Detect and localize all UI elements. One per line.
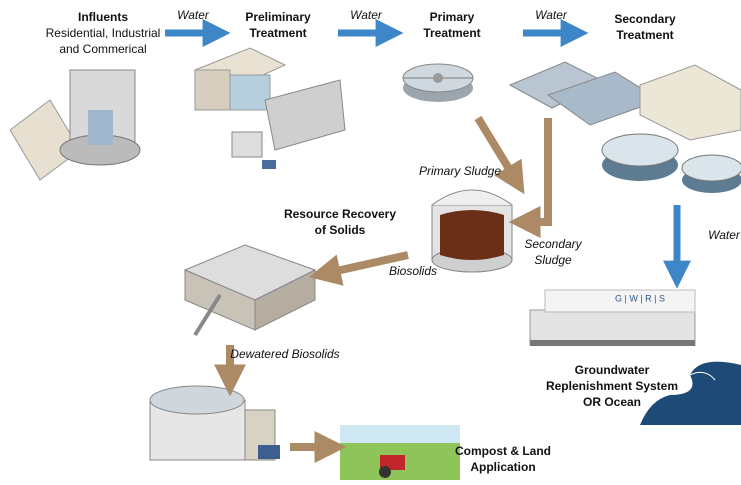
stage-subtitle: and Commerical [59, 42, 146, 56]
influent-plant [9, 69, 141, 181]
stage-title: Application [470, 460, 535, 474]
stage-title: Treatment [616, 28, 673, 42]
stage-title: Primary [430, 10, 475, 24]
flow-label: Primary Sludge [419, 164, 501, 178]
flow-label: Water [177, 8, 210, 22]
flow-label: Secondary [524, 237, 582, 251]
flow-label: Biosolids [389, 264, 437, 278]
gwrs-plant [529, 289, 696, 346]
stage-title: Replenishment System [546, 379, 678, 393]
gwrs-logo: G | W | R | S [615, 293, 665, 303]
stage-title: Treatment [249, 26, 306, 40]
dewatering-plant [149, 385, 280, 461]
stage-title: Influents [78, 10, 128, 24]
stage-subtitle: Residential, Industrial [46, 26, 161, 40]
biosolids-arrow [308, 251, 409, 286]
stage-title: Secondary [614, 12, 676, 26]
primary-clarifier [402, 63, 474, 102]
stage-title: Treatment [423, 26, 480, 40]
stage-title: Preliminary [245, 10, 311, 24]
sludge-arrow [474, 115, 525, 195]
flow-label: Water [350, 8, 383, 22]
recovery-plant [183, 244, 317, 337]
flow-label: Water [708, 228, 741, 242]
flow-label: Sludge [534, 253, 572, 267]
sludge-arrow [508, 118, 552, 238]
stage-title: Resource Recovery [284, 207, 396, 221]
stage-title: of Solids [315, 223, 366, 237]
stage-title: Compost & Land [455, 444, 551, 458]
preliminary-plant [193, 47, 346, 169]
stage-title: OR Ocean [583, 395, 641, 409]
flow-label: Water [535, 8, 568, 22]
stage-title: Groundwater [575, 363, 650, 377]
digester [431, 189, 513, 273]
secondary-plant [508, 61, 741, 193]
compost-field [340, 425, 460, 480]
ocean-wave [640, 361, 741, 425]
flow-label: Dewatered Biosolids [230, 347, 339, 361]
